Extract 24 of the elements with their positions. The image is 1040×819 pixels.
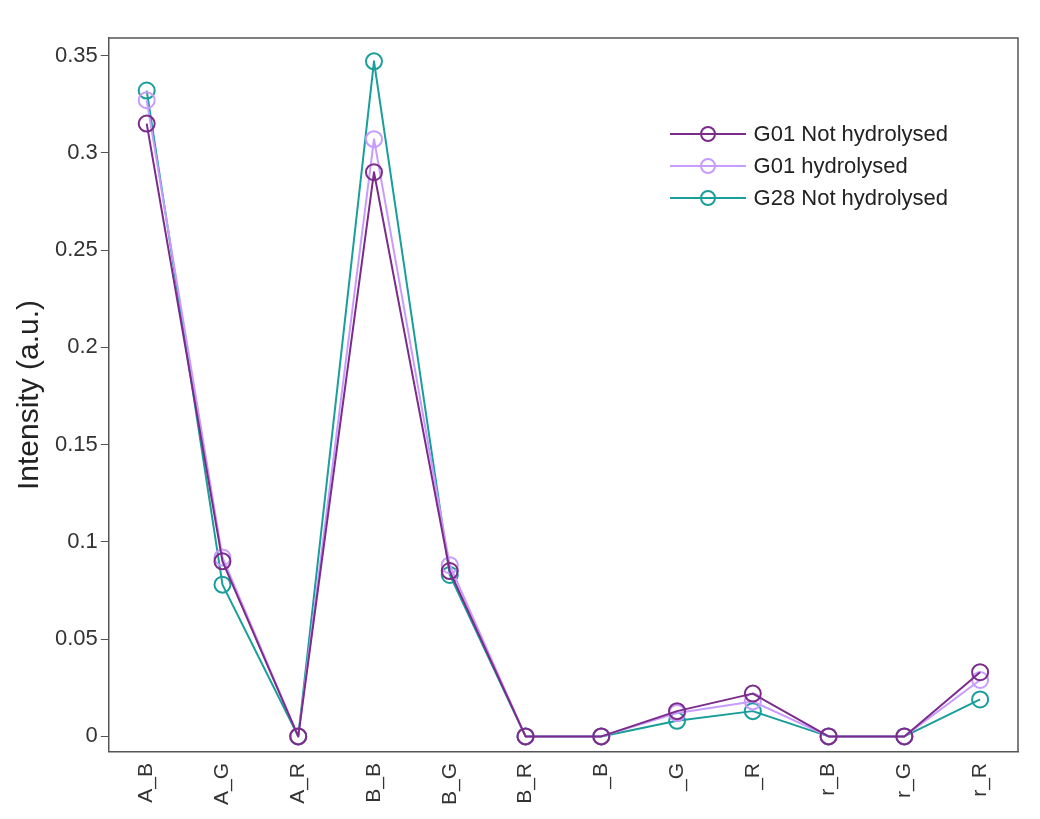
y-tick-label: 0.2 — [67, 333, 98, 359]
y-tick-label: 0.25 — [54, 236, 98, 262]
x-tick-label: _R — [739, 762, 764, 791]
y-tick-label: 0.15 — [54, 430, 98, 456]
x-tick-label: A_R — [285, 762, 310, 804]
legend-label: G01 hydrolysed — [753, 153, 908, 179]
legend-label: G28 Not hydrolysed — [753, 185, 948, 211]
x-tick-label: A_G — [209, 762, 234, 806]
x-tick-label: A_B — [133, 762, 158, 803]
x-tick-label: _G — [663, 762, 688, 792]
x-tick-label: B_R — [512, 762, 537, 804]
y-tick-label: 0.1 — [67, 527, 98, 553]
x-tick-label: r_B — [815, 762, 840, 796]
x-tick-label: r_R — [966, 762, 991, 797]
x-tick-label: r_G — [891, 762, 916, 798]
y-tick-label: 0.3 — [67, 138, 98, 164]
y-tick-label: 0.05 — [54, 625, 98, 651]
x-tick-label: B_G — [436, 762, 461, 806]
y-tick-label: 0.35 — [54, 41, 98, 67]
y-tick-label: 0 — [85, 722, 98, 748]
x-tick-label: B_B — [360, 762, 385, 803]
legend-label: G01 Not hydrolysed — [753, 121, 948, 147]
x-tick-label: _B — [588, 762, 613, 790]
y-axis-title: Intensity (a.u.) — [11, 299, 45, 491]
